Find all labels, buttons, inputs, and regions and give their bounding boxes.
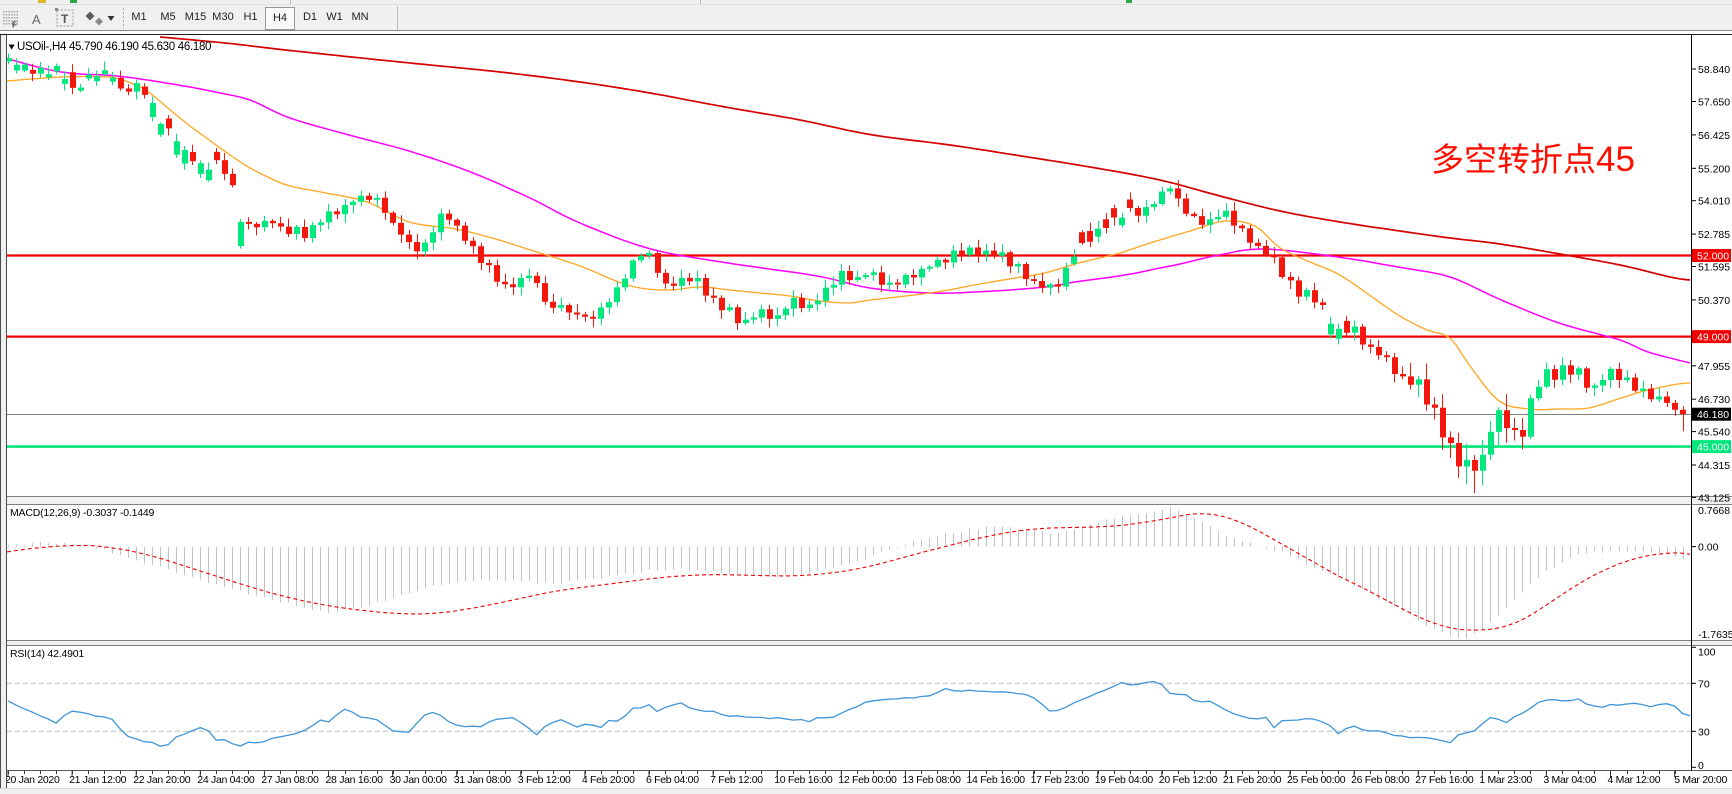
- svg-text:46.180: 46.180: [1697, 409, 1729, 421]
- svg-text:49.000: 49.000: [1697, 332, 1729, 344]
- svg-text:26 Feb 08:00: 26 Feb 08:00: [1351, 774, 1410, 786]
- svg-text:28 Jan 16:00: 28 Jan 16:00: [326, 774, 384, 786]
- svg-text:USOil-,H4 45.790 46.190 45.63: USOil-,H4 45.790 46.190 45.630 46.180: [17, 41, 211, 53]
- svg-text:70: 70: [1698, 678, 1710, 690]
- svg-text:55.200: 55.200: [1698, 163, 1730, 175]
- svg-text:24 Jan 04:00: 24 Jan 04:00: [197, 774, 255, 786]
- svg-text:52.000: 52.000: [1697, 251, 1729, 263]
- svg-text:51.595: 51.595: [1698, 262, 1730, 274]
- svg-text:20 Jan 2020: 20 Jan 2020: [5, 774, 60, 786]
- svg-text:0.00: 0.00: [1698, 542, 1719, 554]
- svg-text:A: A: [32, 12, 41, 27]
- svg-text:1 Mar 23:00: 1 Mar 23:00: [1479, 774, 1532, 786]
- svg-text:14 Feb 16:00: 14 Feb 16:00: [967, 774, 1026, 786]
- svg-text:27 Jan 08:00: 27 Jan 08:00: [261, 774, 319, 786]
- svg-text:54.010: 54.010: [1698, 196, 1730, 208]
- svg-text:3 Mar 04:00: 3 Mar 04:00: [1543, 774, 1596, 786]
- svg-text:12 Feb 00:00: 12 Feb 00:00: [838, 774, 897, 786]
- svg-text:45.000: 45.000: [1697, 442, 1729, 454]
- svg-text:100: 100: [1698, 647, 1716, 659]
- svg-text:31 Jan 08:00: 31 Jan 08:00: [454, 774, 512, 786]
- svg-text:58.840: 58.840: [1698, 64, 1730, 76]
- svg-text:46.730: 46.730: [1698, 394, 1730, 406]
- svg-text:21 Jan 12:00: 21 Jan 12:00: [69, 774, 127, 786]
- svg-text:13 Feb 08:00: 13 Feb 08:00: [902, 774, 961, 786]
- svg-text:22 Jan 20:00: 22 Jan 20:00: [133, 774, 191, 786]
- svg-text:47.955: 47.955: [1698, 361, 1730, 373]
- svg-text:0: 0: [1698, 760, 1704, 772]
- svg-text:25 Feb 00:00: 25 Feb 00:00: [1287, 774, 1346, 786]
- svg-text:0.7668: 0.7668: [1698, 505, 1730, 517]
- svg-text:27 Feb 16:00: 27 Feb 16:00: [1415, 774, 1474, 786]
- svg-text:56.425: 56.425: [1698, 130, 1730, 142]
- svg-text:21 Feb 20:00: 21 Feb 20:00: [1223, 774, 1282, 786]
- svg-text:44.315: 44.315: [1698, 460, 1730, 472]
- svg-text:10 Feb 16:00: 10 Feb 16:00: [774, 774, 833, 786]
- svg-text:4 Mar 12:00: 4 Mar 12:00: [1608, 774, 1661, 786]
- svg-text:17 Feb 23:00: 17 Feb 23:00: [1031, 774, 1090, 786]
- svg-text:43.125: 43.125: [1698, 492, 1730, 504]
- svg-text:T: T: [61, 12, 69, 26]
- svg-text:45.540: 45.540: [1698, 427, 1730, 439]
- svg-text:19 Feb 04:00: 19 Feb 04:00: [1095, 774, 1154, 786]
- svg-text:6 Feb 04:00: 6 Feb 04:00: [646, 774, 699, 786]
- svg-text:4 Feb 20:00: 4 Feb 20:00: [582, 774, 635, 786]
- svg-text:3 Feb 12:00: 3 Feb 12:00: [518, 774, 571, 786]
- svg-text:F: F: [12, 21, 17, 30]
- svg-text:45: 45: [1596, 140, 1635, 179]
- svg-text:57.650: 57.650: [1698, 97, 1730, 109]
- svg-text:5 Mar 20:00: 5 Mar 20:00: [1674, 774, 1727, 786]
- svg-text:20 Feb 12:00: 20 Feb 12:00: [1159, 774, 1218, 786]
- svg-text:50.370: 50.370: [1698, 295, 1730, 307]
- svg-text:52.785: 52.785: [1698, 229, 1730, 241]
- svg-text:MACD(12,26,9) -0.3037 -0.1449: MACD(12,26,9) -0.3037 -0.1449: [10, 507, 155, 519]
- svg-text:30: 30: [1698, 726, 1710, 738]
- svg-text:7 Feb 12:00: 7 Feb 12:00: [710, 774, 763, 786]
- svg-text:30 Jan 00:00: 30 Jan 00:00: [390, 774, 448, 786]
- svg-text:RSI(14) 42.4901: RSI(14) 42.4901: [10, 648, 84, 660]
- svg-text:-1.7635: -1.7635: [1698, 629, 1732, 641]
